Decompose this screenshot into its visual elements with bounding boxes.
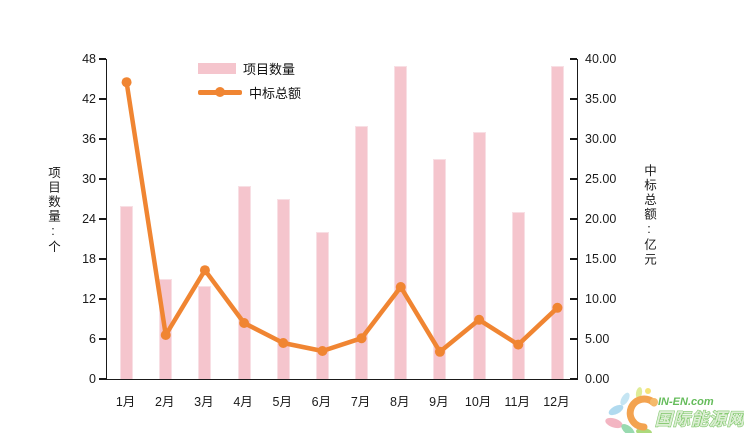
right-axis-tick-label: 0.00 bbox=[585, 372, 610, 386]
bar bbox=[237, 185, 251, 379]
legend: 项目数量 中标总额 bbox=[198, 56, 301, 104]
line-series bbox=[121, 77, 563, 357]
left-axis-title: 项目数量:个 bbox=[46, 166, 60, 255]
legend-label: 项目数量 bbox=[243, 61, 296, 77]
legend-item-bar: 项目数量 bbox=[198, 56, 301, 80]
left-axis-tick-label: 42 bbox=[82, 92, 96, 106]
line-marker bbox=[395, 282, 406, 292]
bar bbox=[550, 65, 564, 379]
left-axis-tick bbox=[98, 298, 106, 300]
line-marker bbox=[121, 77, 132, 88]
right-axis-tick bbox=[570, 218, 577, 220]
bar bbox=[511, 212, 525, 379]
bar-swatch-icon bbox=[198, 62, 236, 74]
bar bbox=[276, 199, 290, 379]
right-axis-tick bbox=[570, 378, 577, 380]
line-marker bbox=[317, 346, 328, 356]
left-axis-tick-label: 24 bbox=[82, 212, 96, 226]
line-marker bbox=[239, 318, 250, 328]
bar bbox=[433, 159, 447, 379]
watermark-brand-text: IN-EN.com bbox=[658, 396, 714, 408]
left-axis-tick-label: 48 bbox=[82, 52, 96, 66]
right-axis-tick bbox=[570, 138, 577, 140]
right-axis-tick-label: 30.00 bbox=[585, 132, 617, 146]
left-axis-tick bbox=[98, 138, 106, 140]
left-axis-tick bbox=[98, 58, 106, 60]
logo-flower-icon bbox=[605, 387, 658, 433]
right-axis-tick bbox=[570, 98, 577, 100]
right-axis-tick bbox=[570, 298, 577, 300]
legend-item-line: 中标总额 bbox=[198, 80, 301, 104]
plot-area bbox=[98, 58, 578, 380]
line-marker bbox=[552, 302, 563, 313]
line-marker bbox=[513, 339, 524, 350]
line-marker bbox=[199, 265, 210, 276]
x-axis-label: 2月 bbox=[155, 395, 175, 409]
legend-label: 中标总额 bbox=[249, 85, 302, 101]
x-axis-label: 1月 bbox=[115, 395, 136, 409]
left-axis-tick bbox=[98, 258, 106, 260]
x-axis-label: 12月 bbox=[543, 395, 570, 409]
left-axis-tick-label: 0 bbox=[89, 372, 96, 386]
left-axis-tick-label: 18 bbox=[82, 252, 96, 266]
line-swatch-icon bbox=[198, 87, 242, 97]
line-marker bbox=[474, 314, 485, 325]
right-axis-tick bbox=[570, 58, 577, 60]
left-axis-tick-label: 12 bbox=[82, 292, 96, 306]
bar bbox=[394, 65, 408, 379]
x-axis-label: 11月 bbox=[504, 395, 530, 409]
line-marker bbox=[160, 330, 171, 340]
bar bbox=[315, 232, 329, 379]
bar bbox=[120, 205, 134, 379]
left-axis-tick-label: 36 bbox=[82, 132, 96, 146]
watermark-site-name: 国际能源网 bbox=[655, 410, 744, 429]
in-en-watermark-logo: IN-EN.com 国际能源网 bbox=[605, 387, 744, 433]
x-axis-label: 8月 bbox=[390, 395, 410, 409]
x-axis-label: 6月 bbox=[311, 395, 332, 409]
x-axis-label: 7月 bbox=[350, 395, 371, 409]
right-axis-tick-label: 10.00 bbox=[585, 292, 617, 306]
x-axis-label: 10月 bbox=[464, 395, 492, 409]
x-axis-label: 3月 bbox=[194, 395, 214, 409]
left-axis-tick bbox=[98, 218, 106, 220]
right-axis-tick bbox=[570, 258, 577, 260]
right-axis-tick-label: 20.00 bbox=[585, 212, 617, 226]
right-axis-tick bbox=[570, 178, 577, 180]
left-axis-tick-label: 30 bbox=[82, 172, 96, 186]
left-axis-tick bbox=[98, 98, 106, 100]
left-axis-tick bbox=[98, 378, 106, 380]
left-axis-tick bbox=[98, 338, 106, 340]
line-marker bbox=[356, 333, 367, 344]
right-axis-title: 中标总额:亿元 bbox=[642, 164, 656, 267]
bar bbox=[198, 285, 212, 379]
x-axis-label: 4月 bbox=[233, 395, 253, 409]
x-axis-label: 5月 bbox=[272, 395, 292, 409]
right-axis-tick bbox=[570, 338, 577, 340]
x-axis-label: 9月 bbox=[429, 395, 449, 409]
right-axis-tick-label: 5.00 bbox=[585, 332, 610, 346]
right-axis-tick-label: 35.00 bbox=[585, 92, 617, 106]
left-axis-tick bbox=[98, 178, 106, 180]
line-marker bbox=[278, 338, 289, 348]
right-axis-tick-label: 25.00 bbox=[585, 172, 617, 186]
line-marker bbox=[434, 346, 445, 357]
left-axis-tick-label: 6 bbox=[89, 332, 96, 346]
right-axis-tick-label: 15.00 bbox=[585, 252, 617, 266]
right-axis-tick-label: 40.00 bbox=[585, 52, 617, 66]
bar bbox=[355, 125, 369, 379]
